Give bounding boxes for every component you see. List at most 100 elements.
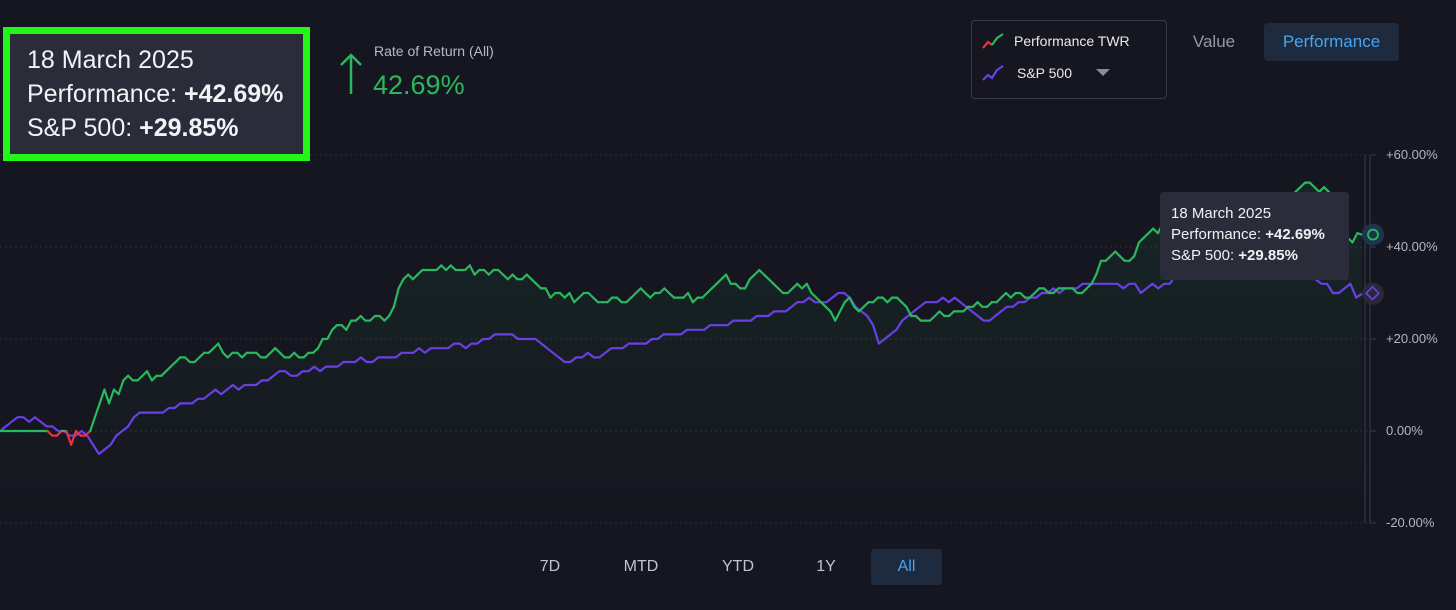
chart-legend[interactable]: Performance TWR S&P 500 (971, 20, 1167, 99)
performance-line-segment (573, 296, 581, 304)
performance-line-segment (544, 287, 552, 299)
performance-line-segment (397, 278, 405, 290)
performance-line-segment (928, 314, 937, 322)
performance-line-segment (127, 374, 134, 382)
performance-line-segment (938, 310, 946, 318)
performance-line-segment (824, 305, 832, 313)
performance-line-segment (1095, 259, 1103, 276)
performance-line-segment (1019, 291, 1027, 299)
time-range-selector: 7D MTD YTD 1Y All (0, 549, 1456, 585)
summary-performance-value: +42.69% (184, 80, 284, 108)
tooltip-sp500-label: S&P 500: (1171, 247, 1235, 264)
performance-line-segment (829, 310, 837, 322)
sp500-line-icon (982, 65, 1004, 81)
performance-line-segment (1322, 186, 1330, 193)
y-tick-label: +40.00% (1386, 239, 1438, 254)
performance-line-segment (98, 388, 106, 405)
performance-line-segment (743, 278, 751, 290)
performance-line-segment (838, 301, 846, 313)
performance-line-segment (1090, 273, 1098, 285)
performance-line-segment (89, 416, 97, 433)
performance-hover-marker[interactable] (1362, 223, 1384, 246)
performance-line-segment (762, 273, 770, 281)
performance-line-segment (312, 347, 320, 354)
performance-line-segment (615, 296, 623, 304)
rate-of-return-label: Rate of Return (All) (374, 43, 494, 59)
performance-line-segment (468, 264, 476, 276)
performance-line-segment (1299, 181, 1307, 189)
performance-line-segment (914, 314, 922, 322)
performance-area-fill (0, 182, 1362, 523)
performance-line-segment (511, 273, 519, 281)
summary-sp500-label: S&P 500: (27, 114, 133, 142)
tooltip-performance-value: +42.69% (1265, 226, 1325, 243)
performance-line-segment (354, 314, 362, 322)
performance-line-segment-negative (65, 429, 73, 446)
range-button-7d[interactable]: 7D (539, 558, 561, 575)
performance-line-segment (240, 351, 248, 359)
performance-line-segment (1042, 287, 1050, 295)
range-button-1y[interactable]: 1Y (816, 558, 836, 575)
range-button-all[interactable]: All (871, 549, 942, 585)
highlighted-summary: 18 March 2025 Performance: +42.69% S&P 5… (3, 27, 310, 161)
performance-line-segment (805, 282, 813, 295)
toggle-performance-button[interactable]: Performance (1264, 23, 1399, 61)
performance-line-segment (644, 291, 652, 299)
performance-line-segment (1104, 255, 1112, 262)
tooltip-sp500: S&P 500: +29.85% (1171, 245, 1349, 266)
performance-line-segment (886, 296, 894, 304)
caret-down-icon[interactable] (1096, 69, 1110, 76)
legend-label-sp500: S&P 500 (1017, 65, 1073, 81)
performance-line-segment (1114, 250, 1122, 258)
sp500-series-line (0, 250, 1363, 456)
performance-line-segment (501, 273, 509, 281)
performance-line-segment (748, 273, 756, 281)
performance-line-segment (905, 305, 913, 318)
performance-line-segment-negative (55, 429, 63, 437)
performance-line-segment-negative (74, 429, 82, 437)
performance-line-segment (947, 310, 956, 318)
performance-line-segment (1147, 227, 1155, 235)
performance-line-segment (207, 347, 215, 354)
performance-line-segment (634, 287, 642, 295)
performance-line-segment (520, 273, 528, 281)
y-tick-label: 0.00% (1386, 423, 1423, 438)
range-button-ytd[interactable]: YTD (722, 558, 754, 575)
performance-line-segment (440, 264, 448, 272)
performance-line-segment (1356, 232, 1364, 236)
performance-line-segment (449, 264, 457, 272)
performance-line-segment (217, 342, 225, 354)
tooltip-date: 18 March 2025 (1171, 205, 1272, 222)
performance-line-segment (326, 328, 334, 341)
y-tick-label: +60.00% (1386, 147, 1438, 162)
performance-line-segment (103, 388, 111, 405)
performance-line-segment (810, 291, 818, 299)
range-button-mtd[interactable]: MTD (623, 558, 659, 575)
performance-line-segment (1071, 287, 1079, 295)
legend-item-performance[interactable]: Performance TWR (982, 30, 1130, 52)
performance-line-segment (1133, 241, 1141, 258)
performance-line-segment (592, 296, 600, 304)
performance-line-segment (791, 282, 799, 290)
performance-line-segment (625, 296, 633, 304)
performance-line-segment (221, 351, 229, 359)
performance-line-segment (568, 291, 576, 304)
performance-line-segment (667, 291, 676, 299)
performance-line-segment (169, 360, 177, 368)
performance-line-segment (93, 402, 101, 419)
performance-line-segment (686, 291, 695, 304)
performance-line-segment (530, 278, 538, 285)
performance-line-segment (407, 273, 414, 281)
sp500-hover-marker[interactable] (1362, 282, 1384, 305)
performance-line-segment (1028, 291, 1036, 299)
arrow-up-icon (340, 53, 362, 94)
performance-line-segment (392, 287, 400, 308)
performance-line-segment (146, 370, 153, 382)
toggle-value-button[interactable]: Value (1192, 32, 1236, 51)
performance-hover-dot (1367, 228, 1379, 241)
chart-tooltip: 18 March 2025 Performance: +42.69% S&P 5… (1160, 192, 1349, 280)
performance-line-segment (772, 282, 780, 290)
legend-item-sp500[interactable]: S&P 500 (982, 62, 1072, 84)
performance-line-segment (1351, 232, 1359, 244)
performance-line-segment-negative (84, 429, 92, 437)
